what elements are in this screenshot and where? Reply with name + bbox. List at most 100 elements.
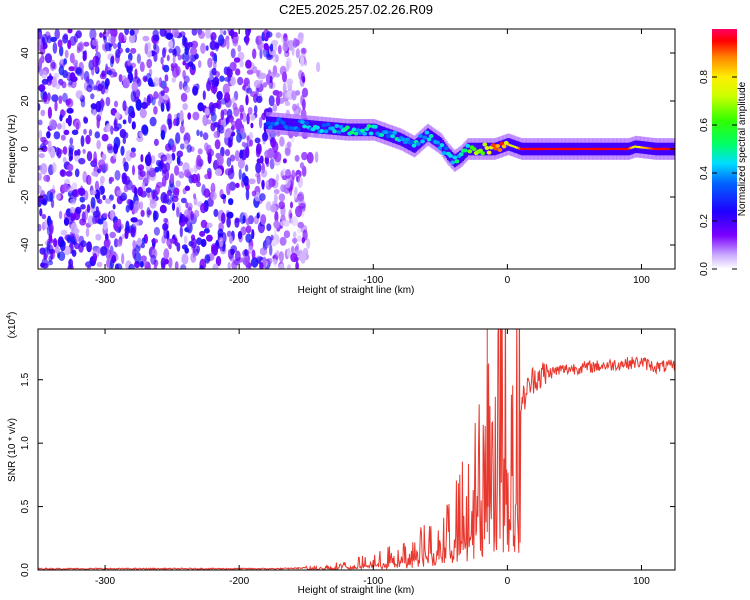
- snr-y-ticks: 0.0 0.5 1.0 1.5: [20, 372, 675, 577]
- noise-speckle: [140, 154, 144, 163]
- noise-speckle: [272, 141, 279, 153]
- noise-speckle: [38, 57, 43, 69]
- noise-speckle: [245, 94, 249, 106]
- ridge-point: [614, 147, 618, 151]
- noise-speckle: [139, 170, 146, 177]
- ridge-point: [465, 143, 471, 148]
- noise-speckle: [250, 122, 254, 129]
- noise-speckle: [207, 170, 212, 180]
- noise-speckle: [194, 53, 199, 60]
- noise-speckle: [102, 194, 106, 201]
- noise-speckle: [259, 262, 264, 269]
- noise-speckle: [54, 29, 60, 40]
- noise-speckle: [274, 210, 279, 223]
- noise-speckle: [62, 121, 66, 132]
- noise-speckle: [193, 193, 197, 200]
- noise-speckle: [166, 199, 172, 205]
- ridge-band: [291, 118, 294, 132]
- ridge-point: [388, 130, 393, 135]
- noise-speckle: [53, 72, 59, 80]
- noise-speckle: [67, 163, 74, 172]
- noise-speckle: [100, 180, 104, 187]
- noise-speckle: [258, 116, 263, 129]
- noise-speckle: [283, 230, 291, 239]
- x-tick-label: -100: [363, 576, 383, 587]
- noise-speckle: [266, 223, 272, 232]
- ridge-point: [448, 153, 453, 158]
- noise-speckle: [184, 217, 189, 223]
- noise-speckle: [219, 189, 224, 199]
- noise-speckle: [196, 154, 202, 167]
- ridge-point: [323, 129, 329, 134]
- noise-speckle: [153, 226, 160, 236]
- noise-speckle: [132, 240, 137, 249]
- noise-speckle: [253, 79, 261, 89]
- noise-speckle: [170, 66, 175, 72]
- noise-speckle: [230, 248, 235, 255]
- noise-speckle: [62, 92, 68, 103]
- noise-speckle: [254, 137, 261, 144]
- ridge-band: [483, 142, 486, 156]
- noise-speckle: [151, 96, 156, 106]
- noise-speckle: [199, 130, 203, 138]
- noise-speckle: [115, 123, 122, 130]
- noise-speckle: [275, 32, 282, 39]
- noise-speckle: [115, 263, 123, 269]
- ridge-point: [450, 160, 456, 165]
- ridge-point: [665, 147, 669, 151]
- noise-speckle: [120, 145, 125, 156]
- ridge-point: [484, 146, 490, 150]
- noise-speckle: [277, 44, 282, 55]
- ridge-band: [378, 125, 381, 138]
- noise-speckle: [278, 201, 286, 210]
- noise-speckle: [220, 98, 227, 105]
- noise-speckle: [210, 122, 216, 132]
- ridge-band: [371, 123, 375, 137]
- noise-speckle: [153, 43, 157, 51]
- noise-speckle: [213, 130, 221, 139]
- noise-speckle: [298, 107, 302, 114]
- noise-speckle: [234, 217, 240, 228]
- ridge-band: [294, 118, 297, 132]
- noise-speckle: [249, 91, 257, 98]
- noise-speckle: [75, 206, 82, 214]
- noise-speckle: [83, 128, 87, 135]
- noise-speckle: [186, 214, 191, 226]
- ridge-band: [380, 126, 383, 139]
- ridge-band: [323, 121, 326, 134]
- noise-speckle: [76, 148, 81, 156]
- noise-speckle: [90, 93, 95, 100]
- noise-speckle: [235, 182, 240, 188]
- noise-speckle: [209, 51, 215, 57]
- noise-speckle: [200, 42, 206, 54]
- noise-speckle: [74, 168, 80, 178]
- noise-speckle: [287, 89, 293, 98]
- noise-speckle: [75, 66, 83, 77]
- noise-speckle: [230, 48, 236, 59]
- noise-speckle: [67, 39, 72, 50]
- x-tick-label: -300: [95, 576, 115, 587]
- noise-speckle: [122, 119, 127, 125]
- noise-speckle: [116, 190, 122, 196]
- noise-speckle: [192, 85, 199, 96]
- noise-speckle: [105, 96, 111, 107]
- noise-speckle: [100, 85, 106, 95]
- ridge-point: [501, 144, 507, 149]
- noise-speckle: [153, 51, 158, 63]
- noise-speckle: [163, 86, 170, 94]
- ridge-point: [373, 124, 378, 129]
- noise-speckle: [90, 196, 96, 209]
- noise-speckle: [105, 198, 112, 205]
- ridge-point: [383, 130, 389, 135]
- noise-speckle: [292, 231, 297, 239]
- noise-speckle: [76, 42, 83, 51]
- noise-speckle: [60, 134, 66, 141]
- noise-speckle: [87, 175, 92, 186]
- noise-speckle: [161, 261, 166, 269]
- noise-speckle: [220, 146, 225, 157]
- noise-speckle: [234, 250, 241, 262]
- noise-speckle: [59, 45, 64, 57]
- y-tick-label: 0.5: [20, 499, 31, 513]
- noise-speckle: [43, 94, 48, 103]
- noise-speckle: [289, 212, 293, 219]
